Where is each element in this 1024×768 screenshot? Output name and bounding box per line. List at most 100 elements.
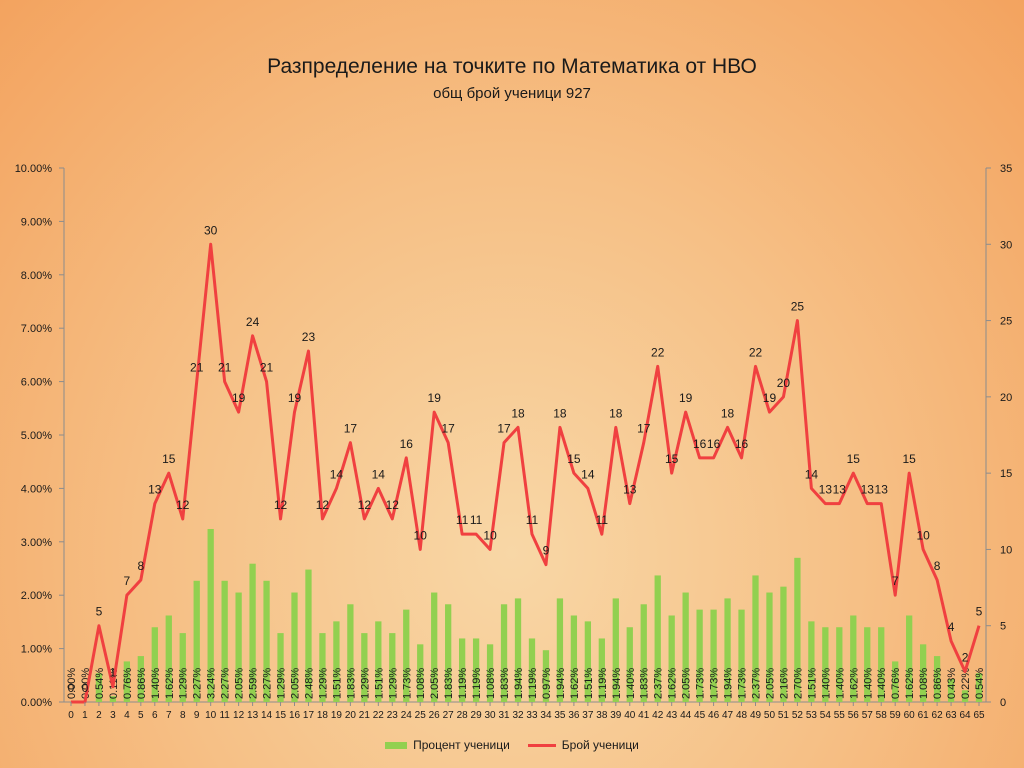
right-tick-label: 20 (1000, 392, 1012, 404)
bar (668, 615, 675, 702)
bar (947, 679, 955, 702)
x-tick-label: 62 (932, 710, 944, 721)
x-tick-label: 4 (124, 710, 130, 721)
bar-data-label: 1.29% (276, 668, 288, 699)
bar (640, 604, 647, 702)
x-tick-label: 59 (890, 710, 902, 721)
bar (654, 575, 661, 702)
x-tick-label: 56 (848, 710, 860, 721)
x-tick-label: 10 (205, 710, 217, 721)
x-tick-label: 9 (194, 710, 200, 721)
x-tick-label: 38 (596, 710, 608, 721)
right-tick-label: 30 (1000, 239, 1012, 251)
bar (375, 621, 382, 702)
bar (500, 604, 508, 702)
bar-data-label: 1.51% (331, 668, 343, 699)
line-data-label: 5 (976, 605, 983, 619)
line-data-label: 12 (386, 498, 400, 512)
x-tick-label: 19 (331, 710, 343, 721)
x-tick-label: 29 (471, 710, 483, 721)
x-tick-label: 42 (652, 710, 664, 721)
legend-item-count: Брой ученици (527, 738, 639, 752)
bar (277, 633, 284, 702)
line-series-count (70, 242, 981, 704)
line-data-label: 13 (861, 483, 875, 497)
right-tick-label: 35 (1000, 163, 1012, 175)
line-data-label: 0 (82, 681, 89, 695)
left-tick-label: 6.00% (21, 377, 52, 389)
bar (919, 644, 927, 702)
x-tick-label: 35 (554, 710, 566, 721)
bar-data-label: 2.37% (751, 668, 763, 699)
bar (333, 621, 340, 702)
x-tick-label: 30 (485, 710, 497, 721)
line-data-label: 1 (110, 666, 117, 680)
left-tick-label: 0.00% (21, 697, 52, 709)
line-data-label: 14 (330, 467, 344, 481)
bar-data-label: 2.05% (429, 668, 441, 699)
bar-data-label: 1.83% (639, 668, 651, 699)
legend-label-count: Брой ученици (561, 738, 639, 752)
line-data-label: 11 (470, 513, 483, 527)
x-tick-label: 34 (540, 710, 552, 721)
x-tick-label: 36 (568, 710, 580, 721)
legend-swatch-line (527, 743, 556, 747)
line-data-label: 15 (902, 452, 916, 466)
bar-data-label: 1.62% (569, 668, 581, 699)
bar-data-label: 1.29% (317, 668, 329, 699)
bar (95, 673, 103, 702)
bar-data-label: 1.73% (709, 668, 721, 699)
line-data-label: 11 (596, 513, 609, 527)
line-data-label: 17 (441, 422, 455, 436)
bar-data-label: 2.05% (290, 668, 302, 699)
x-tick-label: 3 (110, 710, 116, 721)
left-tick-label: 3.00% (21, 537, 52, 549)
bar (556, 598, 564, 702)
x-tick-label: 15 (275, 710, 287, 721)
bar-data-label: 1.19% (597, 668, 609, 699)
bar (808, 621, 815, 702)
bar-data-label: 1.29% (359, 668, 371, 699)
bar-data-label: 1.83% (499, 668, 511, 699)
legend-item-percent: Процент ученици (385, 738, 510, 752)
chart-subtitle: общ брой ученици 927 (433, 85, 591, 102)
x-tick-label: 39 (610, 710, 622, 721)
line-data-label: 7 (124, 574, 131, 588)
bar (486, 644, 494, 702)
line-data-label: 13 (833, 483, 847, 497)
left-tick-label: 2.00% (21, 590, 52, 602)
bar-data-label: 0.00% (66, 668, 78, 699)
x-tick-label: 16 (289, 710, 301, 721)
left-tick-label: 4.00% (21, 483, 52, 495)
x-tick-label: 37 (582, 710, 594, 721)
bar-data-label: 1.73% (401, 668, 413, 699)
line-data-label: 14 (372, 467, 386, 481)
bar (584, 621, 592, 702)
line-data-label: 16 (400, 437, 414, 451)
bar (612, 598, 619, 702)
bar (193, 580, 200, 702)
line-data-label: 13 (819, 483, 833, 497)
chart-title: Разпределение на точките по Математика о… (267, 55, 757, 78)
line-data-label: 8 (934, 559, 941, 573)
line-data-label: 2 (962, 650, 969, 664)
bar (528, 638, 536, 702)
line-data-label: 10 (916, 528, 930, 542)
bar-data-label: 1.08% (918, 668, 930, 699)
bar-data-label: 1.51% (806, 668, 818, 699)
x-tick-label: 32 (512, 710, 524, 721)
line-data-label: 4 (948, 620, 955, 634)
bar-data-label: 1.62% (667, 668, 679, 699)
x-tick-label: 65 (973, 710, 985, 721)
bar (249, 563, 256, 702)
bar (752, 575, 759, 702)
line-data-label: 16 (693, 437, 707, 451)
bar-data-label: 1.40% (876, 668, 888, 699)
line-data-label: 19 (679, 391, 693, 405)
bar-data-label: 1.62% (904, 668, 916, 699)
bar-data-label: 2.27% (262, 668, 274, 699)
left-tick-label: 10.00% (15, 163, 53, 175)
bar-data-label: 2.48% (303, 668, 315, 699)
right-tick-label: 0 (1000, 697, 1006, 709)
